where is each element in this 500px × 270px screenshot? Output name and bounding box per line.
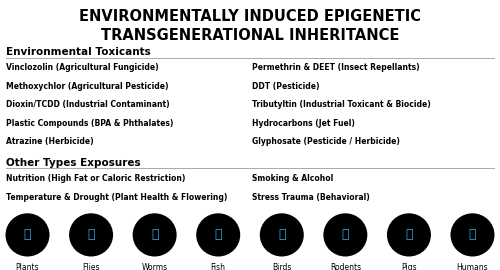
Text: Humans: Humans bbox=[456, 263, 488, 270]
Text: Dioxin/TCDD (Industrial Contaminant): Dioxin/TCDD (Industrial Contaminant) bbox=[6, 100, 170, 109]
Text: Flies: Flies bbox=[82, 263, 100, 270]
Text: Nutrition (High Fat or Caloric Restriction): Nutrition (High Fat or Caloric Restricti… bbox=[6, 174, 186, 183]
Text: Glyphosate (Pesticide / Herbicide): Glyphosate (Pesticide / Herbicide) bbox=[252, 137, 400, 146]
Text: Hydrocarbons (Jet Fuel): Hydrocarbons (Jet Fuel) bbox=[252, 119, 356, 127]
Ellipse shape bbox=[324, 213, 368, 256]
Text: Tributyltin (Industrial Toxicant & Biocide): Tributyltin (Industrial Toxicant & Bioci… bbox=[252, 100, 431, 109]
Text: Plastic Compounds (BPA & Phthalates): Plastic Compounds (BPA & Phthalates) bbox=[6, 119, 173, 127]
Text: Vinclozolin (Agricultural Fungicide): Vinclozolin (Agricultural Fungicide) bbox=[6, 63, 158, 72]
Text: Methoxychlor (Agricultural Pesticide): Methoxychlor (Agricultural Pesticide) bbox=[6, 82, 168, 91]
Text: 🐝: 🐝 bbox=[88, 228, 95, 241]
Text: Environmental Toxicants: Environmental Toxicants bbox=[6, 47, 151, 57]
Text: 🌱: 🌱 bbox=[24, 228, 31, 241]
Text: 🐀: 🐀 bbox=[342, 228, 349, 241]
Ellipse shape bbox=[196, 213, 240, 256]
Text: ENVIRONMENTALLY INDUCED EPIGENETIC: ENVIRONMENTALLY INDUCED EPIGENETIC bbox=[79, 9, 421, 25]
Text: Worms: Worms bbox=[142, 263, 168, 270]
Text: 🐍: 🐍 bbox=[151, 228, 158, 241]
Text: Fish: Fish bbox=[210, 263, 226, 270]
Text: Atrazine (Herbicide): Atrazine (Herbicide) bbox=[6, 137, 94, 146]
Text: Temperature & Drought (Plant Health & Flowering): Temperature & Drought (Plant Health & Fl… bbox=[6, 193, 228, 201]
Text: Plants: Plants bbox=[16, 263, 40, 270]
Text: Permethrin & DEET (Insect Repellants): Permethrin & DEET (Insect Repellants) bbox=[252, 63, 420, 72]
Text: Pigs: Pigs bbox=[401, 263, 416, 270]
Text: Other Types Exposures: Other Types Exposures bbox=[6, 158, 140, 168]
Text: Smoking & Alcohol: Smoking & Alcohol bbox=[252, 174, 334, 183]
Text: Stress Trauma (Behavioral): Stress Trauma (Behavioral) bbox=[252, 193, 370, 201]
Ellipse shape bbox=[260, 213, 304, 256]
Ellipse shape bbox=[69, 213, 113, 256]
Text: Birds: Birds bbox=[272, 263, 291, 270]
Text: 🦅: 🦅 bbox=[278, 228, 285, 241]
Ellipse shape bbox=[132, 213, 176, 256]
Text: DDT (Pesticide): DDT (Pesticide) bbox=[252, 82, 320, 91]
Ellipse shape bbox=[387, 213, 431, 256]
Ellipse shape bbox=[450, 213, 494, 256]
Text: 🚶: 🚶 bbox=[469, 228, 476, 241]
Text: TRANSGENERATIONAL INHERITANCE: TRANSGENERATIONAL INHERITANCE bbox=[101, 28, 399, 43]
Text: Rodents: Rodents bbox=[330, 263, 361, 270]
Text: 🐖: 🐖 bbox=[405, 228, 412, 241]
Text: 🐟: 🐟 bbox=[214, 228, 222, 241]
Ellipse shape bbox=[6, 213, 50, 256]
